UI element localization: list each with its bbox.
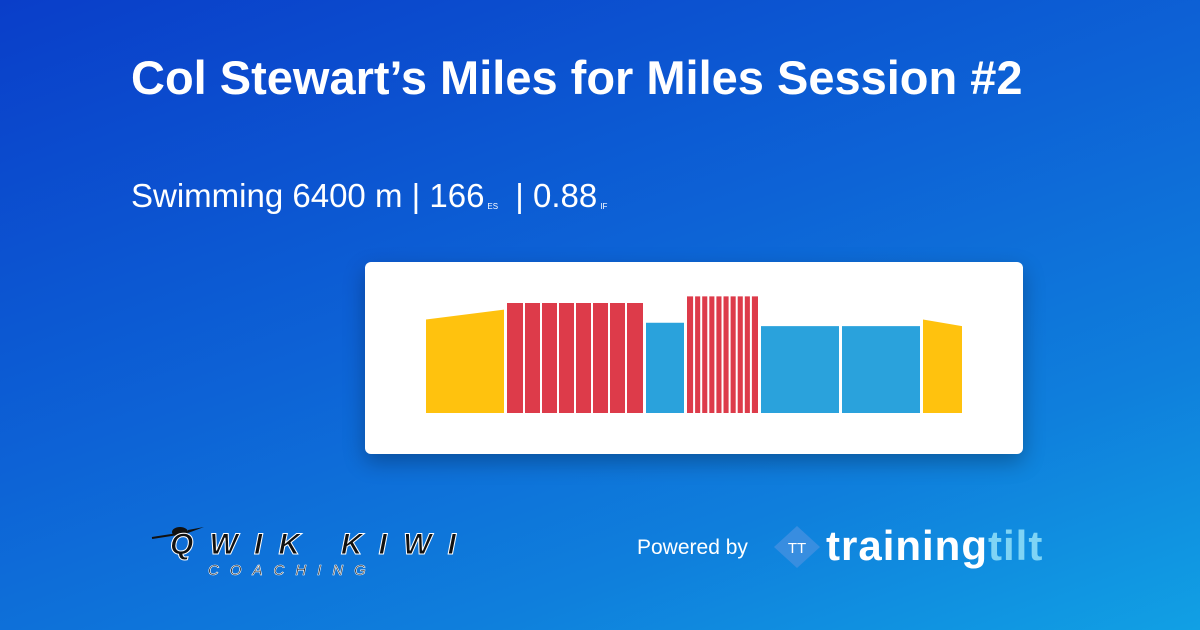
intensity-unit: IF	[600, 202, 608, 211]
session-summary: Swimming 6400 m | 166 ES | 0.88 IF	[131, 174, 615, 229]
brand-tilt: tilt	[988, 522, 1044, 569]
kiwi-bird-icon	[151, 527, 204, 539]
interval-block-1	[426, 309, 504, 413]
stress-unit: ES	[487, 202, 499, 211]
tt-mark-text: TT	[788, 540, 806, 557]
stress-value: 166	[429, 177, 485, 214]
workout-structure-chart	[426, 295, 962, 414]
coach-logo-word: QWIK KIWI	[170, 528, 460, 561]
session-title: Col Stewart’s Miles for Miles Session #2	[131, 51, 1023, 104]
interval-block-7	[923, 319, 962, 413]
coach-logo-sub: COACHING	[208, 562, 377, 579]
workout-structure-card	[365, 262, 1023, 454]
brand-training: training	[826, 522, 988, 569]
powered-by-label: Powered by	[637, 536, 748, 559]
sport-distance: Swimming 6400 m	[131, 177, 403, 214]
trainingtilt-wordmark[interactable]: trainingtilt	[826, 520, 1043, 572]
summary-separator: |	[515, 177, 524, 214]
interval-block-3	[646, 322, 684, 413]
intensity-value: 0.88	[533, 177, 598, 214]
qwik-kiwi-coaching-logo: QWIK KIWI COACHING	[151, 527, 460, 579]
interval-block-6	[842, 326, 920, 413]
interval-block-5	[761, 326, 839, 413]
trainingtilt-diamond-icon: TT	[774, 526, 820, 568]
summary-separator: |	[411, 177, 421, 214]
